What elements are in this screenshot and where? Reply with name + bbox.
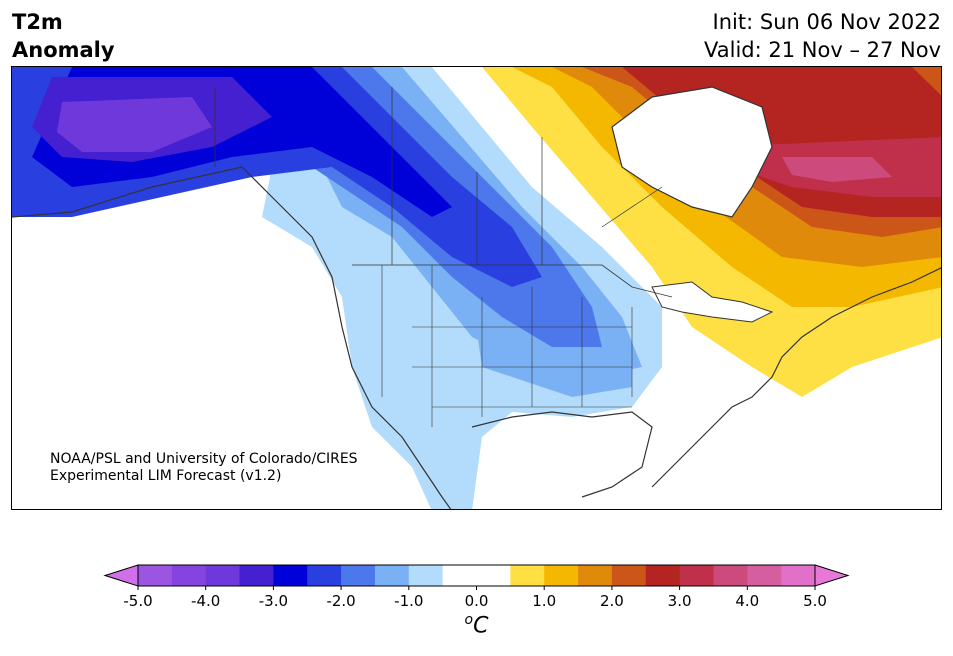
- colorbar-tick-label: 2.0: [600, 592, 624, 610]
- colorbar-bin: [544, 565, 579, 586]
- colorbar-bin: [408, 565, 444, 586]
- colorbar-under-arrow: [103, 564, 139, 587]
- colorbar-bin: [171, 565, 207, 586]
- colorbar-over-arrow: [814, 564, 850, 587]
- colorbar-bin: [781, 565, 816, 586]
- colorbar-tick-label: 5.0: [803, 592, 827, 610]
- great-lakes: [651, 281, 774, 323]
- forecast-dates: Init: Sun 06 Nov 2022 Valid: 21 Nov – 27…: [704, 8, 941, 64]
- credit-text: NOAA/PSL and University of Colorado/CIRE…: [50, 451, 358, 485]
- map-title: T2m Anomaly: [12, 8, 115, 64]
- gulf-of-mexico: [482, 407, 652, 509]
- colorbar-bin: [341, 565, 376, 586]
- credit-line-2: Experimental LIM Forecast (v1.2): [50, 468, 282, 484]
- colorbar-tick-label: 0.0: [465, 592, 489, 610]
- colorbar-bin: [138, 565, 173, 586]
- unit-superscript: o: [464, 612, 474, 628]
- colorbar-bin: [442, 565, 511, 586]
- colorbar-tick-label: -3.0: [259, 592, 288, 610]
- colorbar-bin: [239, 565, 274, 586]
- colorbar-tick-label: 3.0: [668, 592, 692, 610]
- hudson-bay: [611, 86, 773, 218]
- province-borders: [391, 87, 663, 265]
- init-date: Init: Sun 06 Nov 2022: [712, 10, 941, 34]
- colorbar-bin: [510, 565, 545, 586]
- colorbar-bins: [138, 565, 816, 586]
- colorbar-bin: [679, 565, 714, 586]
- anomaly-region-pink: [782, 157, 892, 182]
- colorbar-tick-label: -5.0: [123, 592, 152, 610]
- us-canada-border: [352, 264, 673, 298]
- title-line-1: T2m: [12, 10, 63, 34]
- anomaly-map: NOAA/PSL and University of Colorado/CIRE…: [11, 66, 942, 510]
- map-canvas: [12, 67, 941, 509]
- colorbar-tick-label: -4.0: [191, 592, 220, 610]
- unit-base: C: [473, 613, 489, 639]
- colorbar-bin: [307, 565, 342, 586]
- anomaly-region-neutral: [432, 67, 712, 327]
- colorbar-tick-label: 1.0: [532, 592, 556, 610]
- colorbar-bin: [374, 565, 410, 586]
- colorbar-bin: [611, 565, 647, 586]
- colorbar-bin: [645, 565, 681, 586]
- coastline-west: [12, 166, 452, 509]
- colorbar-bin: [713, 565, 748, 586]
- colorbar-tick-label: 4.0: [735, 592, 759, 610]
- coastline-gulf: [471, 411, 653, 498]
- anomaly-region-purple: [57, 97, 212, 152]
- colorbar: -5.0 -4.0 -3.0 -2.0 -1.0 0.0 1.0 2.0 3.0 4.0 5.0: [103, 564, 850, 610]
- colorbar-bin: [205, 565, 241, 586]
- colorbar-ticks: -5.0 -4.0 -3.0 -2.0 -1.0 0.0 1.0 2.0 3.0 4.0 5.0: [123, 586, 827, 610]
- coastline-east: [651, 267, 941, 488]
- colorbar-tick-label: -2.0: [326, 592, 355, 610]
- colorbar-unit-label: oC: [0, 612, 953, 638]
- valid-range: Valid: 21 Nov – 27 Nov: [704, 38, 941, 62]
- colorbar-tick-label: -1.0: [394, 592, 423, 610]
- colorbar-bin: [578, 565, 613, 586]
- title-line-2: Anomaly: [12, 38, 115, 62]
- credit-line-1: NOAA/PSL and University of Colorado/CIRE…: [50, 451, 358, 467]
- state-borders: [381, 265, 633, 427]
- colorbar-bin: [747, 565, 782, 586]
- colorbar-bin: [273, 565, 308, 586]
